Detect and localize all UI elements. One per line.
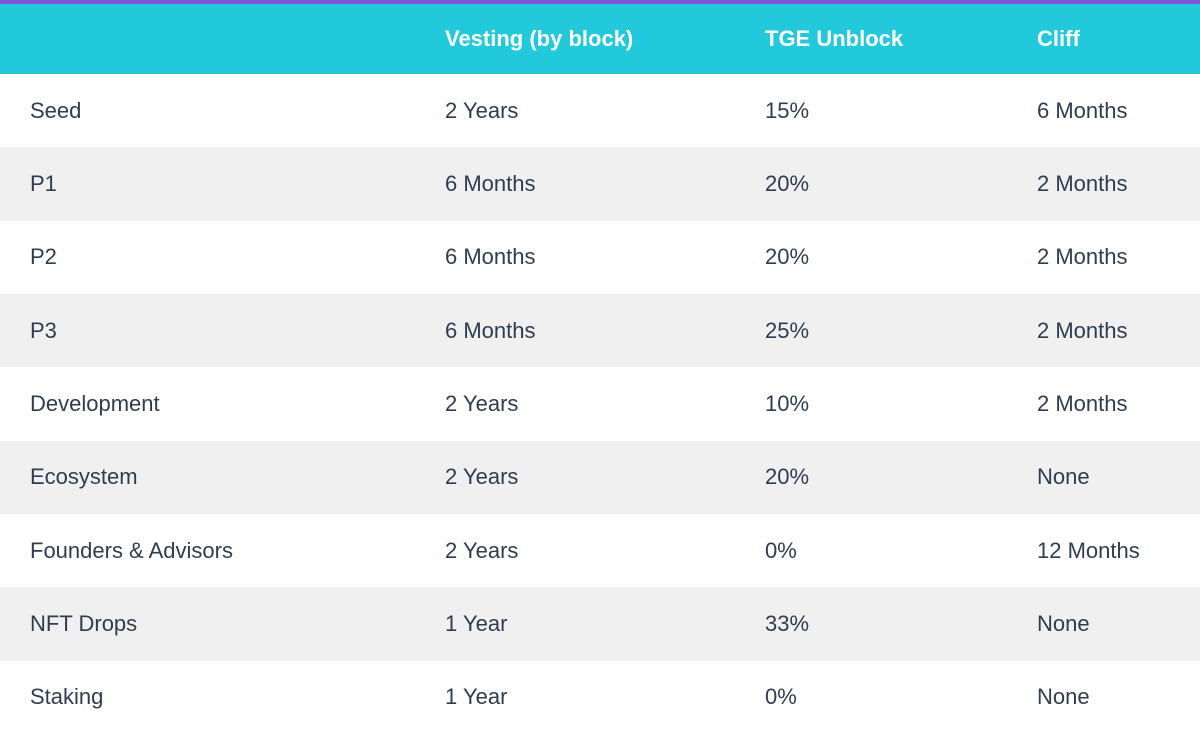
header-cell-tge-unblock: TGE Unblock xyxy=(765,26,904,51)
tge-unblock-cell: 0% xyxy=(765,684,797,710)
table-row: P2 6 Months 20% 2 Months xyxy=(0,220,1200,294)
cliff-cell: 2 Months xyxy=(1037,170,1128,196)
cliff-cell: 2 Months xyxy=(1037,317,1128,343)
tge-unblock-cell: 0% xyxy=(765,537,797,563)
cliff-cell: 2 Months xyxy=(1037,390,1128,416)
table-row: Staking 1 Year 0% None xyxy=(0,660,1200,734)
cliff-cell: 2 Months xyxy=(1037,244,1128,270)
tge-unblock-cell: 20% xyxy=(765,170,810,196)
tge-unblock-cell: 10% xyxy=(765,390,810,416)
category-cell: Founders & Advisors xyxy=(30,537,233,563)
tge-unblock-cell: 20% xyxy=(765,464,810,490)
cliff-cell: None xyxy=(1037,610,1090,636)
table-row: P3 6 Months 25% 2 Months xyxy=(0,293,1200,368)
cliff-cell: None xyxy=(1037,684,1090,710)
vesting-cell: 2 Years xyxy=(445,390,519,416)
category-cell: Seed xyxy=(30,97,82,123)
vesting-cell: 2 Years xyxy=(445,97,519,123)
vesting-cell: 6 Months xyxy=(445,170,536,196)
vesting-cell: 2 Years xyxy=(445,464,519,490)
table-row: P1 6 Months 20% 2 Months xyxy=(0,147,1200,221)
table-row: Ecosystem 2 Years 20% None xyxy=(0,440,1200,514)
cliff-cell: None xyxy=(1037,464,1090,490)
header-cell-vesting: Vesting (by block) xyxy=(445,26,634,51)
top-accent-bar xyxy=(0,0,1200,4)
category-cell: P3 xyxy=(30,317,57,343)
category-cell: Staking xyxy=(30,684,104,710)
tge-unblock-cell: 20% xyxy=(765,244,810,270)
table-body: Seed 2 Years 15% 6 Months P1 6 Months 20… xyxy=(0,74,1200,734)
vesting-cell: 1 Year xyxy=(445,684,508,710)
header-cell-cliff: Cliff xyxy=(1037,26,1080,51)
tge-unblock-cell: 25% xyxy=(765,317,810,343)
category-cell: P1 xyxy=(30,170,57,196)
vesting-cell: 6 Months xyxy=(445,317,536,343)
table-row: Seed 2 Years 15% 6 Months xyxy=(0,74,1200,148)
tge-unblock-cell: 15% xyxy=(765,97,810,123)
category-cell: Development xyxy=(30,390,160,416)
table-header-row: Vesting (by block) TGE Unblock Cliff xyxy=(0,4,1200,74)
cliff-cell: 12 Months xyxy=(1037,537,1140,563)
vesting-cell: 6 Months xyxy=(445,244,536,270)
category-cell: NFT Drops xyxy=(30,610,138,636)
vesting-cell: 2 Years xyxy=(445,537,519,563)
table-row: NFT Drops 1 Year 33% None xyxy=(0,587,1200,661)
vesting-cell: 1 Year xyxy=(445,610,508,636)
table-row: Development 2 Years 10% 2 Months xyxy=(0,367,1200,441)
category-cell: Ecosystem xyxy=(30,464,138,490)
category-cell: P2 xyxy=(30,244,57,270)
cliff-cell: 6 Months xyxy=(1037,97,1128,123)
table-row: Founders & Advisors 2 Years 0% 12 Months xyxy=(0,513,1200,588)
tge-unblock-cell: 33% xyxy=(765,610,810,636)
